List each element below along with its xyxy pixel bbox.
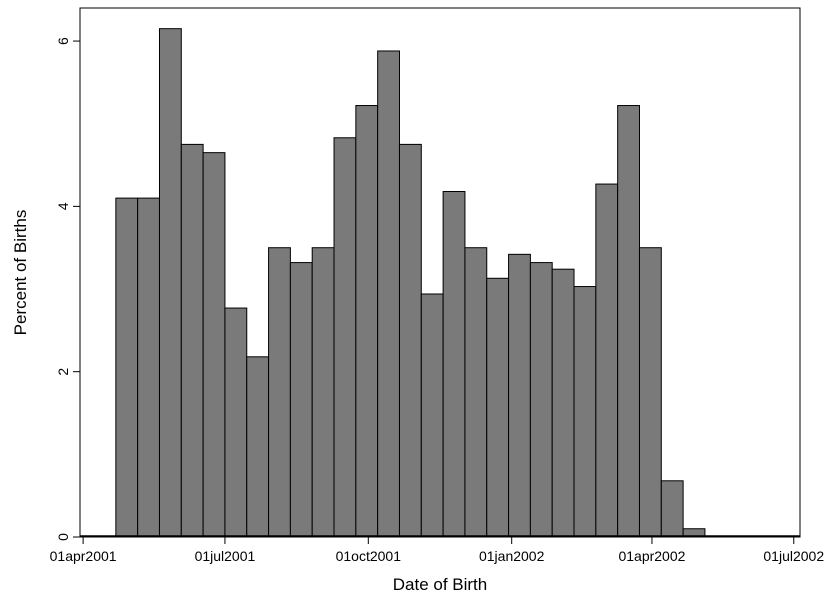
y-tick-label: 4 [55, 202, 71, 210]
x-tick-label: 01oct2001 [336, 548, 402, 564]
histogram-bar [551, 268, 575, 538]
histogram-bar [246, 356, 270, 538]
histogram-bar [660, 480, 684, 538]
histogram-bar [486, 277, 510, 538]
x-tick-label: 01jul2002 [763, 548, 824, 564]
y-axis-label: Percent of Births [11, 210, 30, 336]
histogram-bar [115, 197, 139, 538]
histogram-bar [420, 293, 444, 538]
histogram-bar [137, 197, 160, 538]
histogram-bar [180, 143, 204, 538]
histogram-bar [377, 50, 400, 538]
bars-layer [80, 28, 800, 538]
histogram-bar [442, 190, 466, 538]
histogram-bar [333, 137, 357, 538]
histogram-bar [398, 143, 422, 538]
histogram-bar [638, 247, 662, 538]
x-tick-label: 01jan2002 [479, 548, 545, 564]
y-tick-label: 2 [55, 368, 71, 376]
y-tick-label: 6 [55, 37, 71, 45]
y-axis: 0 2 4 6 [55, 37, 80, 541]
histogram-bar [268, 247, 291, 538]
histogram-bar [529, 262, 553, 538]
histogram-bar [202, 152, 226, 538]
histogram-bar [508, 253, 531, 538]
x-tick-label: 01apr2001 [50, 548, 117, 564]
histogram-bar [464, 247, 488, 538]
y-tick-label: 0 [55, 533, 71, 541]
histogram-bar [311, 247, 335, 538]
histogram-bar [355, 105, 379, 538]
x-axis: 01apr2001 01jul2001 01oct2001 01jan2002 01ap… [50, 537, 824, 564]
histogram-bar [224, 307, 248, 538]
histogram-bar [617, 105, 640, 538]
x-axis-label: Date of Birth [393, 575, 488, 594]
histogram-bar [289, 262, 313, 538]
histogram-bar [595, 183, 619, 538]
plot-frame [79, 7, 801, 538]
x-tick-label: 01apr2002 [618, 548, 685, 564]
histogram-bar [158, 28, 182, 538]
histogram-bar [573, 286, 597, 538]
x-tick-label: 01jul2001 [195, 548, 256, 564]
